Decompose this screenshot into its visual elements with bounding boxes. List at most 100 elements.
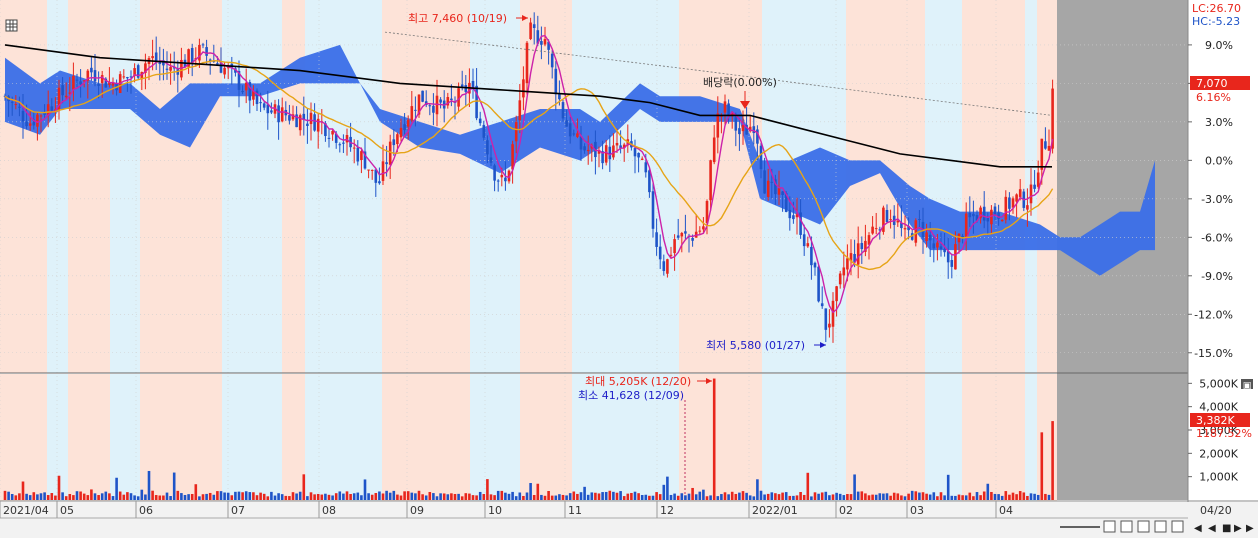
volume-bar [432,493,435,500]
candle-body [943,248,946,253]
candle-body [158,60,162,65]
volume-bar [759,490,763,500]
volume-bar [637,493,640,500]
candle-body [392,139,396,146]
candle-body [806,243,810,247]
candle-body [669,254,673,256]
candle-body [990,209,993,225]
volume-tick-label: 2,000K [1199,447,1238,460]
volume-bar [1022,492,1026,500]
zoom-fit-icon[interactable] [1137,520,1150,533]
candle-body [21,110,25,122]
volume-bar [183,494,187,500]
volume-bar [774,493,777,500]
candle-body [428,105,432,107]
candle-body [133,68,136,76]
candle-body [608,146,612,160]
candle-body [907,226,910,231]
candle-body [162,60,165,66]
volume-bar [32,492,36,500]
candle-body [968,212,972,218]
candle-body [255,90,259,105]
candle-body [655,232,658,247]
candle-body [1040,138,1044,170]
x-tick-label: 06 [139,504,153,517]
candle-body [396,134,399,145]
settings-icon[interactable] [1171,520,1184,533]
volume-bar [716,496,720,500]
candle-body [345,135,349,143]
candle-body [216,63,219,65]
candle-body [993,206,997,216]
volume-bar [651,495,655,500]
candle-body [676,235,680,238]
zoom-in-icon[interactable] [1120,520,1133,533]
candle-body [280,107,284,122]
volume-bar [1015,494,1018,500]
candle-body [316,118,320,132]
candle-body [770,181,774,183]
x-tick-label: 12 [660,504,674,517]
candle-body [918,219,921,221]
nav-last-icon[interactable]: ▶ [1246,523,1254,534]
volume-bar [817,493,820,500]
volume-bar [388,492,392,500]
volume-bar [406,491,410,500]
lc-indicator: LC:26.70 [1192,2,1241,15]
candle-body [1000,219,1004,222]
nav-first-icon[interactable]: ◀ [1194,523,1202,534]
volume-bar [442,493,446,500]
candle-body [237,71,241,90]
volume-bar [421,494,424,500]
volume-bar [745,492,748,500]
candle-body [1051,88,1054,149]
volume-bar [820,492,824,500]
candle-body [856,243,860,265]
volume-bar [644,494,648,500]
nav-prev-icon[interactable]: ◀ [1208,523,1216,534]
volume-bar [1033,493,1036,500]
volume-bar [489,494,493,500]
x-tick-label: 2022/01 [752,504,798,517]
window-icon[interactable] [1154,520,1167,533]
candle-body [698,230,702,232]
candle-body [417,94,421,115]
x-tick-label: 02 [839,504,853,517]
zoom-out-icon[interactable] [1103,520,1116,533]
volume-bar [219,491,223,500]
candle-body [3,95,7,97]
candle-body [43,112,46,115]
candle-body [579,136,583,150]
volume-panel-button[interactable] [1241,379,1253,389]
volume-bar [856,491,860,500]
volume-bar [259,492,262,500]
grid-icon[interactable] [5,19,18,32]
volume-bar [349,494,352,500]
volume-bar [727,494,730,500]
volume-bar [93,493,97,500]
volume-bar [352,493,356,500]
candle-body [1036,172,1040,187]
volume-bar [3,490,7,500]
volume-bar [576,493,579,500]
y-tick-label: -3.0% [1201,193,1233,206]
candle-body [61,85,64,96]
volume-bar [316,493,320,500]
volume-bar [684,495,687,500]
volume-tick-label: 1,000K [1199,471,1238,484]
nav-stop-icon[interactable]: ■ [1222,523,1231,534]
candle-body [370,169,374,171]
candle-body [439,99,442,103]
candle-body [586,149,590,152]
candle-body [97,84,100,86]
candle-body [853,254,856,263]
candle-body [489,157,493,163]
volume-bar [619,491,622,500]
candle-body [403,124,406,131]
nav-next-icon[interactable]: ▶ [1234,523,1242,534]
candle-body [270,110,273,113]
candle-body [201,44,205,46]
volume-bar [90,489,93,500]
period-band [520,0,572,373]
